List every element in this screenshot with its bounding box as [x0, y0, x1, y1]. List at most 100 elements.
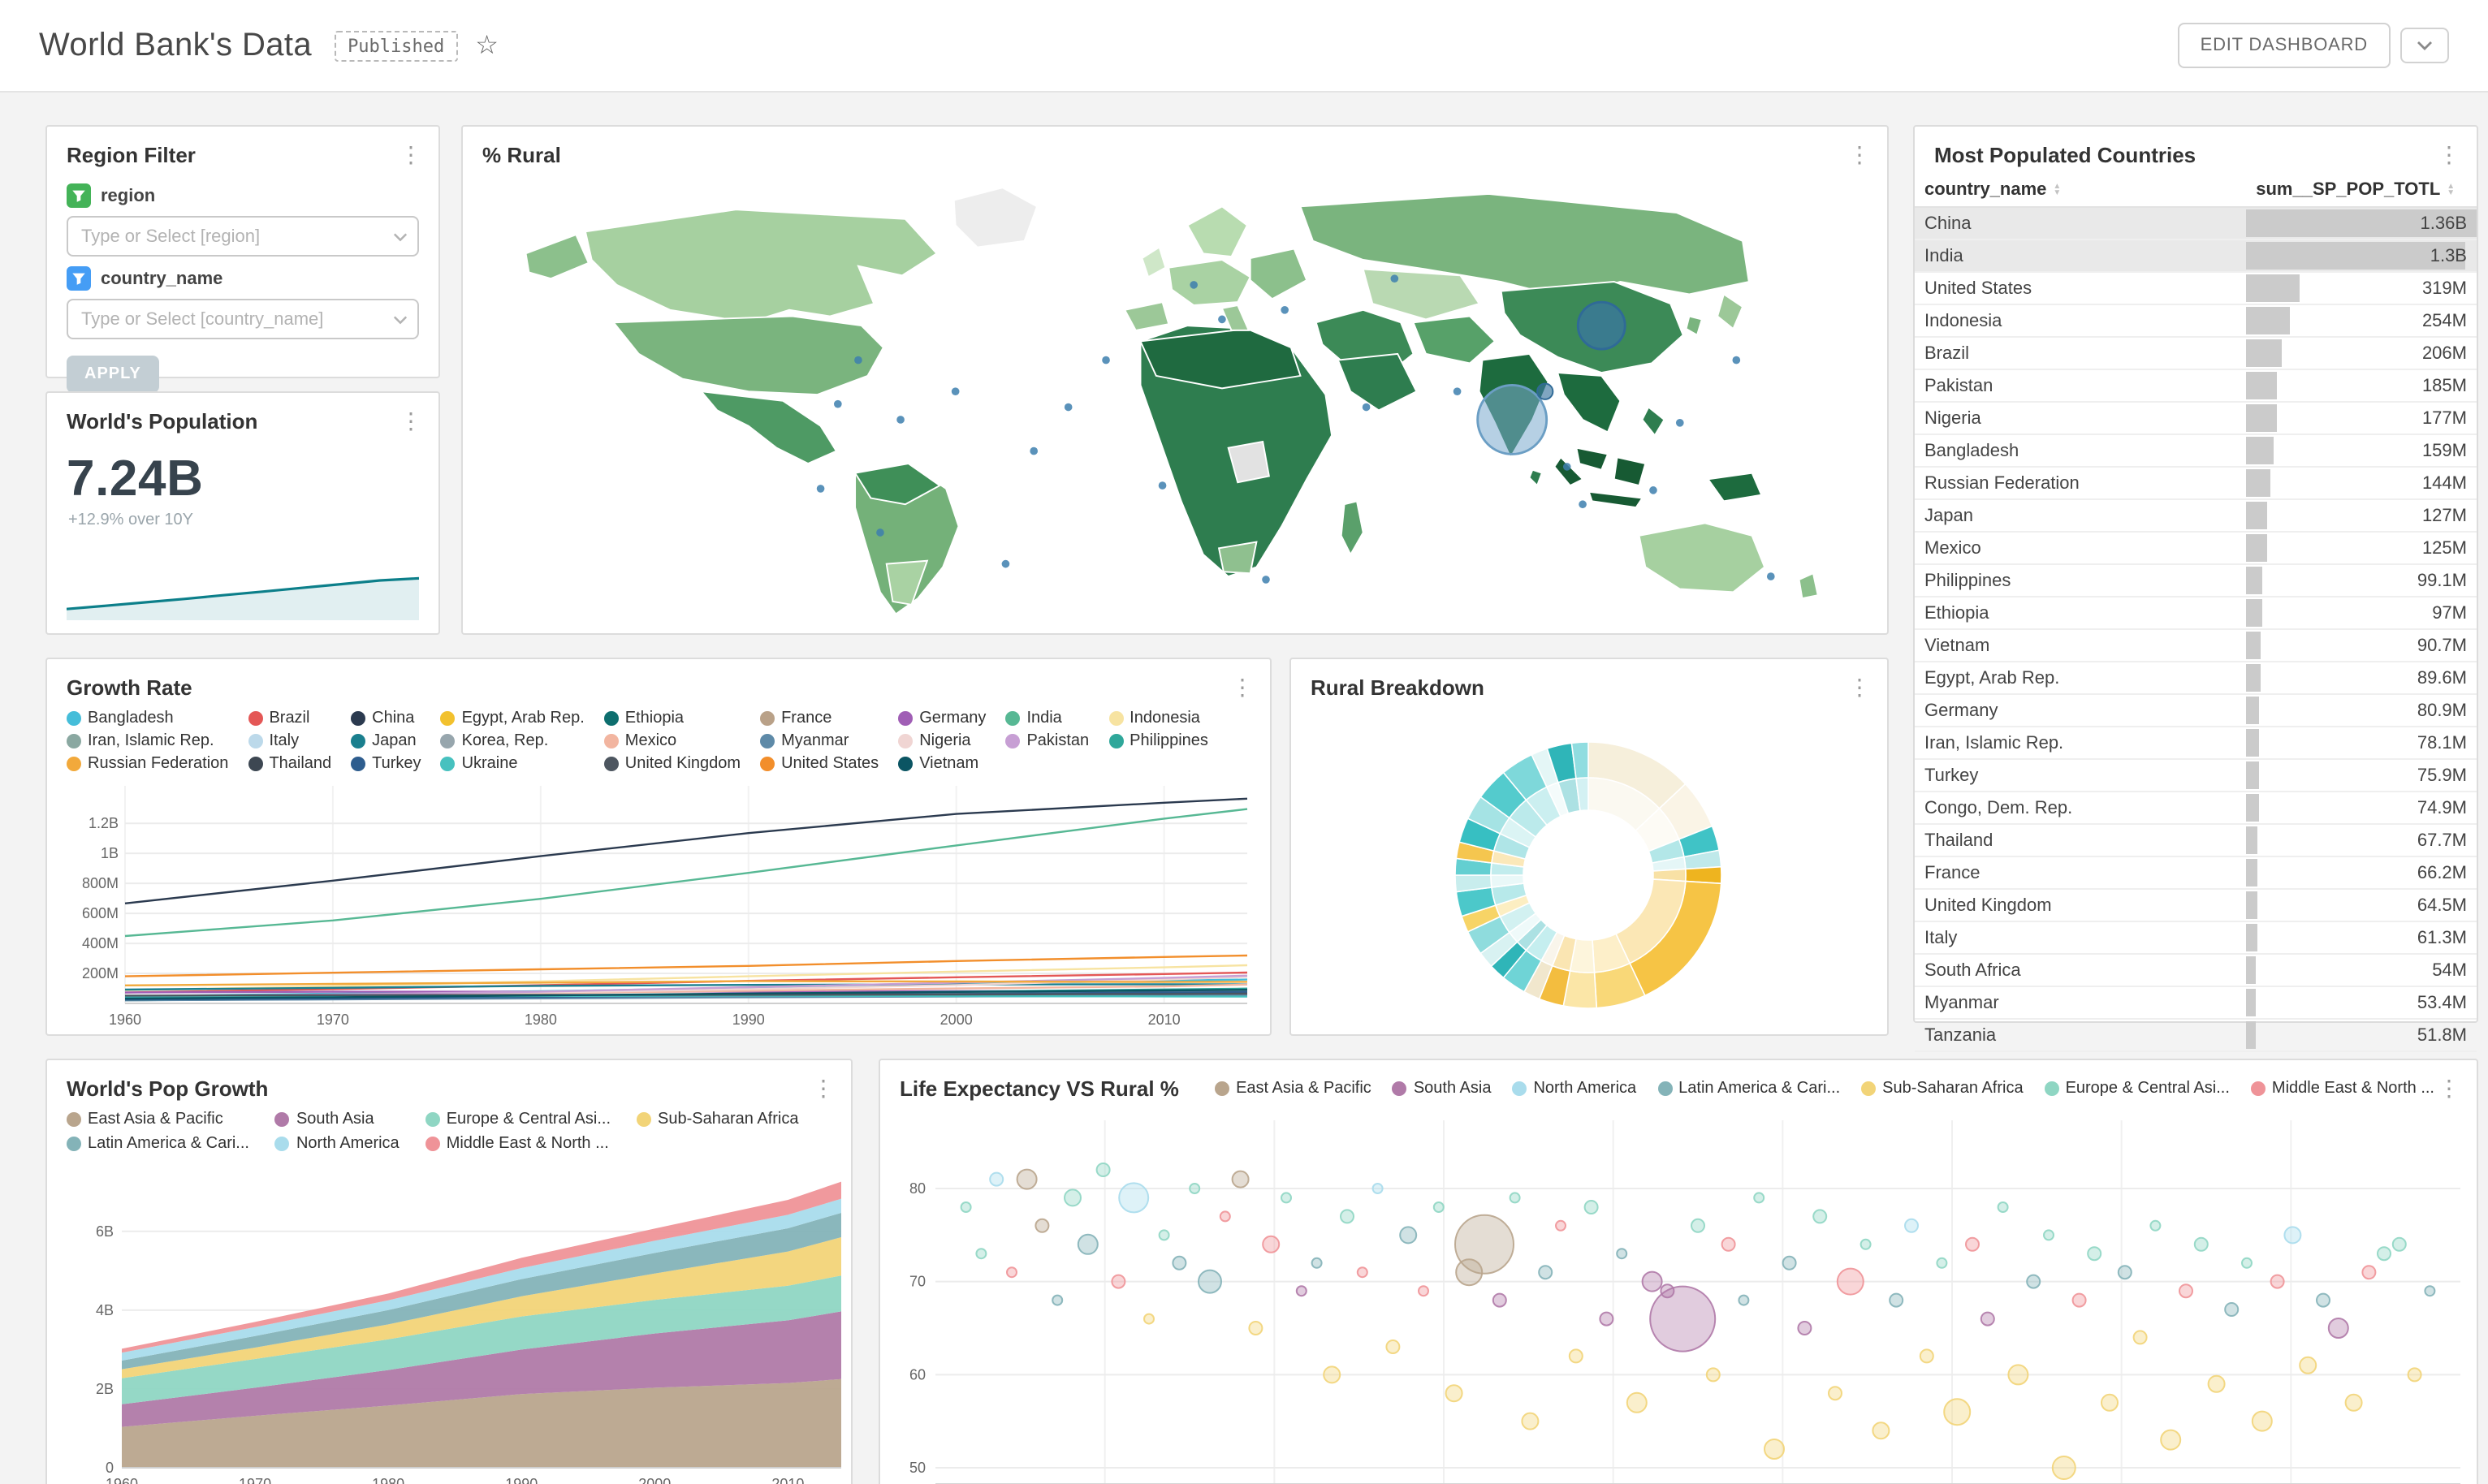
legend-item[interactable]: Bangladesh — [67, 710, 228, 727]
legend-item[interactable]: Korea, Rep. — [440, 732, 585, 750]
table-row[interactable]: Congo, Dem. Rep. 74.9M — [1915, 792, 2477, 825]
legend-item[interactable]: Nigeria — [898, 732, 986, 750]
pop-growth-card: World's Pop Growth ⋮ East Asia & Pacific… — [45, 1059, 853, 1484]
svg-text:1970: 1970 — [317, 1012, 349, 1028]
column-header-population[interactable]: sum__SP_POP_TOTL ▲ ▼ — [2246, 174, 2477, 208]
table-row[interactable]: Pakistan 185M — [1915, 369, 2477, 403]
legend-item[interactable]: East Asia & Pacific — [1215, 1080, 1371, 1098]
table-row[interactable]: Indonesia 254M — [1915, 304, 2477, 338]
legend-item[interactable]: Ukraine — [440, 755, 585, 773]
value-bar — [2246, 372, 2278, 399]
legend-item[interactable]: India — [1005, 710, 1089, 727]
table-row[interactable]: United Kingdom 64.5M — [1915, 889, 2477, 922]
table-row[interactable]: Tanzania 51.8M — [1915, 1019, 2477, 1052]
table-row[interactable]: India 1.3B — [1915, 239, 2477, 273]
card-title: Growth Rate — [67, 675, 192, 700]
legend-item[interactable]: Vietnam — [898, 755, 986, 773]
population-sparkline-chart[interactable] — [67, 562, 419, 620]
table-row[interactable]: Vietnam 90.7M — [1915, 629, 2477, 662]
legend-item[interactable]: Russian Federation — [67, 755, 228, 773]
legend-item[interactable]: Germany — [898, 710, 986, 727]
apply-filter-button[interactable]: APPLY — [67, 356, 159, 393]
legend-item[interactable]: Myanmar — [760, 732, 879, 750]
table-row[interactable]: France 66.2M — [1915, 856, 2477, 890]
table-row[interactable]: Egypt, Arab Rep. 89.6M — [1915, 662, 2477, 695]
world-map-choropleth[interactable] — [476, 169, 1874, 623]
legend-swatch — [898, 711, 914, 726]
pop-growth-chart[interactable]: 0 2B 4B 6B 1960 1970 1980 1990 2000 2010 — [47, 1159, 851, 1484]
legend-item[interactable]: South Asia — [274, 1111, 400, 1128]
legend-item[interactable]: United States — [760, 755, 879, 773]
table-row[interactable]: Italy 61.3M — [1915, 921, 2477, 955]
legend-swatch — [274, 1112, 290, 1127]
table-row[interactable]: Myanmar 53.4M — [1915, 986, 2477, 1020]
table-row[interactable]: Iran, Islamic Rep. 78.1M — [1915, 727, 2477, 760]
legend-item[interactable]: Latin America & Cari... — [1657, 1080, 1840, 1098]
legend-item[interactable]: Thailand — [248, 755, 331, 773]
card-menu-icon[interactable]: ⋮ — [1231, 674, 1254, 700]
table-row[interactable]: Mexico 125M — [1915, 532, 2477, 565]
legend-item[interactable]: Middle East & North ... — [425, 1135, 611, 1153]
legend-item[interactable]: United Kingdom — [603, 755, 741, 773]
legend-item[interactable]: Europe & Central Asi... — [425, 1111, 611, 1128]
region-select-input[interactable] — [67, 216, 419, 257]
table-row[interactable]: Germany 80.9M — [1915, 694, 2477, 727]
legend-item[interactable]: North America — [1512, 1080, 1636, 1098]
legend-item[interactable]: Middle East & North ... — [2250, 1080, 2434, 1098]
legend-item[interactable]: Latin America & Cari... — [67, 1135, 249, 1153]
table-row[interactable]: Brazil 206M — [1915, 337, 2477, 370]
legend-item[interactable]: Iran, Islamic Rep. — [67, 732, 228, 750]
table-row[interactable]: China 1.36B — [1915, 207, 2477, 240]
legend-item[interactable]: Sub-Saharan Africa — [1861, 1080, 2024, 1098]
country-select-input[interactable] — [67, 299, 419, 339]
card-menu-icon[interactable]: ⋮ — [2438, 141, 2460, 167]
table-row[interactable]: United States 319M — [1915, 272, 2477, 305]
favorite-star-icon[interactable]: ☆ — [475, 32, 499, 60]
legend-item[interactable]: Brazil — [248, 710, 331, 727]
legend-item[interactable]: France — [760, 710, 879, 727]
legend-item[interactable]: East Asia & Pacific — [67, 1111, 249, 1128]
card-menu-icon[interactable]: ⋮ — [400, 141, 422, 167]
legend-swatch — [67, 1112, 81, 1127]
legend-item[interactable]: Turkey — [351, 755, 421, 773]
growth-rate-chart[interactable]: 200M 400M 600M 800M 1B 1.2B 1960 1970 1980 1990 20… — [47, 776, 1270, 1033]
table-row[interactable]: Ethiopia 97M — [1915, 597, 2477, 630]
legend-item[interactable]: Ethiopia — [603, 710, 741, 727]
legend-item[interactable]: Europe & Central Asi... — [2044, 1080, 2230, 1098]
table-row[interactable]: South Africa 54M — [1915, 954, 2477, 987]
legend-item[interactable]: Italy — [248, 732, 331, 750]
legend-item[interactable]: Sub-Saharan Africa — [637, 1111, 798, 1128]
table-row[interactable]: Russian Federation 144M — [1915, 467, 2477, 500]
legend-item[interactable]: Mexico — [603, 732, 741, 750]
column-header-country[interactable]: country_name ▲ ▼ — [1915, 174, 2247, 208]
legend-item[interactable]: Philippines — [1108, 732, 1208, 750]
legend-item[interactable]: North America — [274, 1135, 400, 1153]
card-menu-icon[interactable]: ⋮ — [1848, 674, 1871, 700]
table-row[interactable]: Turkey 75.9M — [1915, 759, 2477, 792]
card-menu-icon[interactable]: ⋮ — [2438, 1075, 2460, 1101]
edit-dashboard-button[interactable]: EDIT DASHBOARD — [2177, 23, 2391, 68]
table-row[interactable]: Japan 127M — [1915, 499, 2477, 533]
legend-item[interactable]: Japan — [351, 732, 421, 750]
legend-swatch — [760, 734, 775, 748]
legend-item[interactable]: Pakistan — [1005, 732, 1089, 750]
header-menu-button[interactable] — [2400, 28, 2449, 63]
table-row[interactable]: Nigeria 177M — [1915, 402, 2477, 435]
legend-swatch — [898, 757, 914, 771]
life-expectancy-chart[interactable]: 50607080AfghanistanAlbaniaAlgeriaAngolaA… — [880, 1107, 2477, 1484]
rural-breakdown-donut[interactable] — [1291, 706, 1887, 1036]
legend-item[interactable]: South Asia — [1392, 1080, 1491, 1098]
filter-field-region: region — [67, 183, 419, 208]
table-row[interactable]: Philippines 99.1M — [1915, 564, 2477, 597]
card-menu-icon[interactable]: ⋮ — [1848, 141, 1871, 167]
status-badge[interactable]: Published — [335, 30, 458, 61]
legend-item[interactable]: Egypt, Arab Rep. — [440, 710, 585, 727]
value-bar — [2246, 794, 2259, 822]
legend-item[interactable]: China — [351, 710, 421, 727]
svg-text:50: 50 — [909, 1460, 926, 1476]
legend-item[interactable]: Indonesia — [1108, 710, 1208, 727]
card-menu-icon[interactable]: ⋮ — [812, 1075, 835, 1101]
card-menu-icon[interactable]: ⋮ — [400, 408, 422, 434]
table-row[interactable]: Thailand 67.7M — [1915, 824, 2477, 857]
table-row[interactable]: Bangladesh 159M — [1915, 434, 2477, 468]
